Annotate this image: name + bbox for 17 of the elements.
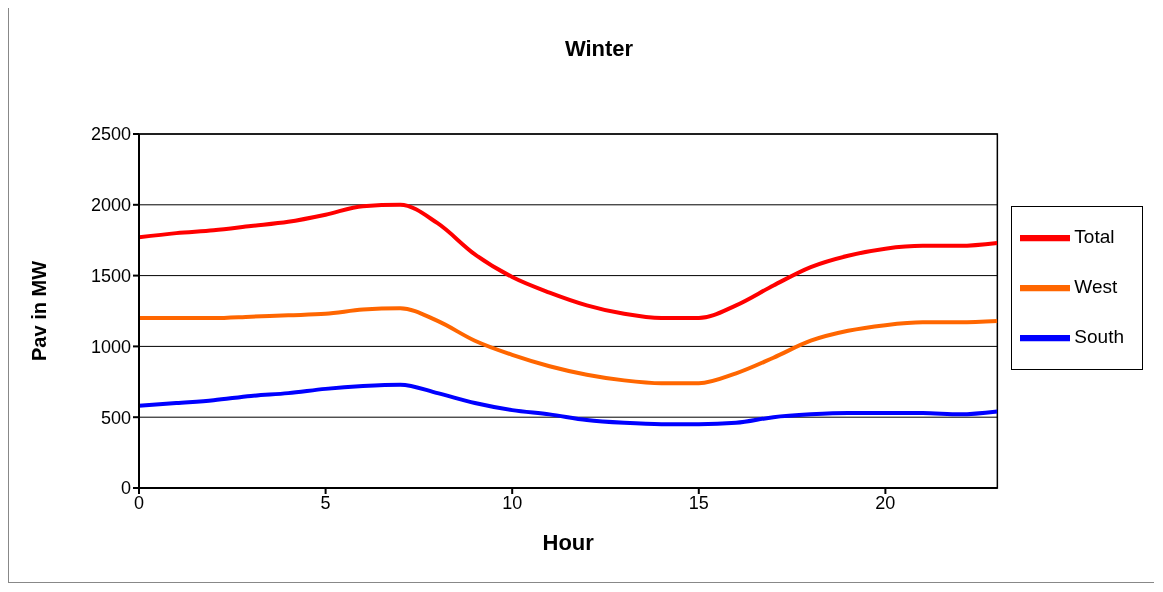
x-tick-label: 20 <box>875 492 896 513</box>
legend-label: West <box>1074 276 1118 298</box>
y-tick-label: 2500 <box>90 124 131 145</box>
x-tick-label: 10 <box>502 492 523 513</box>
legend-label: Total <box>1074 226 1115 248</box>
y-tick-label: 1000 <box>90 336 131 357</box>
x-axis-title: Hour <box>542 530 595 555</box>
x-tick-label: 5 <box>320 492 331 513</box>
y-tick-label: 500 <box>100 407 131 428</box>
chart-title: Winter <box>563 36 635 62</box>
y-tick-label: 2000 <box>90 195 131 216</box>
legend-label: South <box>1074 326 1124 348</box>
x-tick-label: 0 <box>133 492 145 513</box>
y-axis-title: Pav in MW <box>28 260 51 361</box>
y-tick-label: 1500 <box>90 265 131 286</box>
y-tick-label: 0 <box>120 478 131 499</box>
x-tick-label: 15 <box>688 492 709 513</box>
